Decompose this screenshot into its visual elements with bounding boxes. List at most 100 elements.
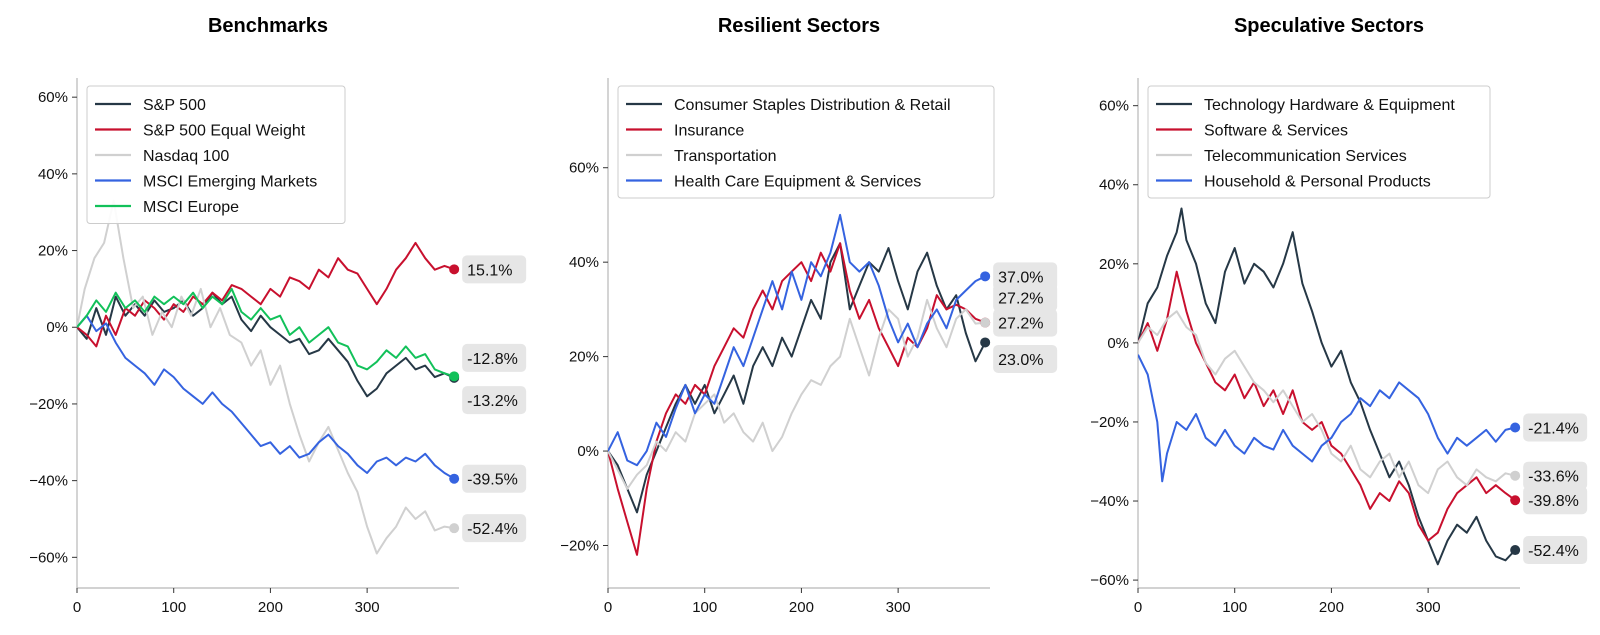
legend-label-transportation: Transportation <box>674 148 777 165</box>
y-tick-label: 0% <box>577 443 599 460</box>
y-tick-label: −60% <box>1090 572 1129 589</box>
y-tick-label: −40% <box>29 473 68 490</box>
end-label-box <box>462 386 527 415</box>
legend-box <box>617 85 995 199</box>
end-marker-health-care-equipment-and-services <box>980 271 991 282</box>
series-line-transportation <box>608 298 986 490</box>
end-marker-technology-hardware-and-equipment <box>1510 545 1521 556</box>
x-tick-label: 300 <box>886 599 911 616</box>
end-label-transportation: 27.2% <box>998 316 1043 333</box>
series-line-software-and-services <box>1138 270 1516 542</box>
end-label-msci-emerging-markets: -39.5% <box>467 472 518 489</box>
legend-label-technology-hardware-and-equipment: Technology Hardware & Equipment <box>1204 97 1455 114</box>
end-label-box <box>1523 486 1588 515</box>
x-tick-label: 200 <box>1319 599 1344 616</box>
end-label-insurance: 27.2% <box>998 291 1043 308</box>
y-tick-label: −60% <box>29 549 68 566</box>
y-tick-label: 60% <box>38 89 68 106</box>
x-tick-label: 100 <box>161 599 186 616</box>
end-marker-software-and-services <box>1510 495 1521 506</box>
end-label-technology-hardware-and-equipment: -52.4% <box>1528 543 1579 560</box>
end-label-msci-europe: -12.8% <box>467 351 518 368</box>
y-tick-label: 20% <box>1099 256 1129 273</box>
panel-benchmarks: Benchmarks −60% −40% −20% 0% 20% 40% 60% 0 100 200… <box>29 15 527 616</box>
series-line-insurance <box>608 242 986 556</box>
series-line-health-care-equipment-and-services <box>608 213 986 467</box>
end-marker-telecommunication-services <box>1510 470 1521 481</box>
legend-box <box>1147 85 1491 199</box>
x-tick-label: 0 <box>1134 599 1142 616</box>
y-tick-label: 20% <box>38 243 68 260</box>
legend-label-msci-emerging-markets: MSCI Emerging Markets <box>143 174 317 191</box>
y-tick-label: 60% <box>1099 98 1129 115</box>
x-tick-label: 100 <box>1222 599 1247 616</box>
end-marker-transportation <box>980 317 991 328</box>
y-tick-label: 40% <box>38 166 68 183</box>
chart-title: Resilient Sectors <box>718 15 880 37</box>
x-tick-label: 300 <box>1416 599 1441 616</box>
y-tick-label: −20% <box>1090 414 1129 431</box>
legend-label-telecommunication-services: Telecommunication Services <box>1204 148 1407 165</box>
end-label-box <box>993 283 1058 312</box>
series-line-msci-emerging-markets <box>77 314 455 480</box>
end-label-box <box>993 308 1058 337</box>
end-label-box <box>462 343 527 372</box>
end-marker-nasdaq-100 <box>449 523 460 534</box>
y-tick-label: −20% <box>29 396 68 413</box>
chart-title: Speculative Sectors <box>1234 15 1424 37</box>
end-label-household-and-personal-products: -21.4% <box>1528 420 1579 437</box>
series-line-household-and-personal-products <box>1138 354 1516 483</box>
end-label-box <box>1523 461 1588 490</box>
legend-label-consumer-staples-distribution-and-retail: Consumer Staples Distribution & Retail <box>674 97 951 114</box>
end-label-box <box>1523 413 1588 442</box>
x-tick-label: 300 <box>355 599 380 616</box>
series-line-sandp-500-equal-weight <box>77 241 455 348</box>
end-label-box <box>993 262 1058 291</box>
x-tick-label: 100 <box>692 599 717 616</box>
end-label-sandp-500: -13.2% <box>467 393 518 410</box>
chart-title: Benchmarks <box>208 15 328 37</box>
end-label-box <box>462 514 527 543</box>
end-label-sandp-500-equal-weight: 15.1% <box>467 262 512 279</box>
y-tick-label: 40% <box>569 254 599 271</box>
y-tick-label: −40% <box>1090 493 1129 510</box>
end-label-software-and-services: -39.8% <box>1528 493 1579 510</box>
legend-box <box>86 85 346 224</box>
end-marker-sandp-500-equal-weight <box>449 264 460 275</box>
series-line-msci-europe <box>77 287 455 378</box>
legend-label-sandp-500: S&P 500 <box>143 97 206 114</box>
end-label-telecommunication-services: -33.6% <box>1528 469 1579 486</box>
legend-label-nasdaq-100: Nasdaq 100 <box>143 148 229 165</box>
end-marker-msci-europe <box>449 371 460 382</box>
series-line-technology-hardware-and-equipment <box>1138 207 1516 566</box>
x-tick-label: 0 <box>604 599 612 616</box>
legend-label-msci-europe: MSCI Europe <box>143 199 239 216</box>
end-label-health-care-equipment-and-services: 37.0% <box>998 269 1043 286</box>
y-tick-label: 0% <box>1107 335 1129 352</box>
x-tick-label: 0 <box>73 599 81 616</box>
x-tick-label: 200 <box>258 599 283 616</box>
legend-label-insurance: Insurance <box>674 123 744 140</box>
end-label-box <box>993 344 1058 373</box>
x-tick-label: 200 <box>789 599 814 616</box>
y-tick-label: 0% <box>46 319 68 336</box>
end-label-consumer-staples-distribution-and-retail: 23.0% <box>998 352 1043 369</box>
end-label-box <box>462 255 527 284</box>
series-line-consumer-staples-distribution-and-retail <box>608 242 987 514</box>
end-label-nasdaq-100: -52.4% <box>467 521 518 538</box>
legend-label-sandp-500-equal-weight: S&P 500 Equal Weight <box>143 123 306 140</box>
legend-label-health-care-equipment-and-services: Health Care Equipment & Services <box>674 174 921 191</box>
y-tick-label: 60% <box>569 160 599 177</box>
legend-label-software-and-services: Software & Services <box>1204 123 1348 140</box>
end-marker-msci-emerging-markets <box>449 473 460 484</box>
y-tick-label: 20% <box>569 349 599 366</box>
end-label-box <box>1523 536 1588 565</box>
series-line-nasdaq-100 <box>77 199 455 555</box>
panel-speculative-sectors: Speculative Sectors −60% −40% −20% 0% 20% 40% 6… <box>1090 15 1588 616</box>
legend-label-household-and-personal-products: Household & Personal Products <box>1204 174 1431 191</box>
y-tick-label: −20% <box>560 538 599 555</box>
panel-resilient-sectors: Resilient Sectors −20% 0% 20% 40% 60% 0 100 200 3… <box>560 15 1058 616</box>
end-marker-household-and-personal-products <box>1510 422 1521 433</box>
end-marker-consumer-staples-distribution-and-retail <box>980 337 991 348</box>
